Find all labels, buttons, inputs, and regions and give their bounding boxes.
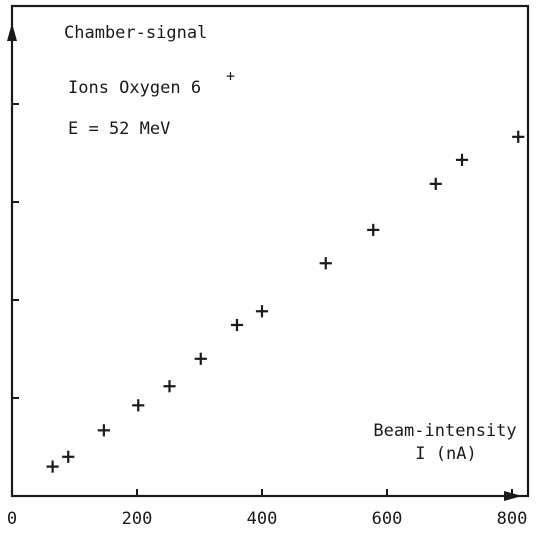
axis-ticks <box>12 103 513 496</box>
data-point-11 <box>455 153 469 166</box>
y-axis-arrow-icon <box>7 23 17 41</box>
data-point-5 <box>194 352 207 365</box>
plot-frame <box>10 4 530 498</box>
data-point-2 <box>97 424 110 437</box>
annotation-energy: E = 52 MeV <box>68 119 170 139</box>
data-point-4 <box>163 380 176 393</box>
x-axis-label-line2: I (nA) <box>415 444 476 464</box>
data-point-10 <box>429 177 442 190</box>
annotation-ions: Ions Oxygen 6 <box>68 78 201 98</box>
data-point-3 <box>132 399 145 412</box>
data-point-8 <box>319 257 332 270</box>
x-tick-label-2: 400 <box>247 509 278 529</box>
data-point-12 <box>512 130 525 143</box>
data-point-0 <box>46 460 59 473</box>
x-tick-label-1: 200 <box>122 509 153 529</box>
data-point-1 <box>62 450 75 463</box>
annotation-charge-sign: + <box>226 67 235 85</box>
data-points <box>46 130 525 473</box>
x-axis-label-line1: Beam-intensity <box>373 421 516 441</box>
data-point-6 <box>230 318 244 332</box>
chart-title: Chamber-signal <box>64 23 207 43</box>
x-tick-label-0: 0 <box>7 509 17 529</box>
data-point-9 <box>367 223 380 237</box>
x-tick-labels: 0 200 400 600 800 <box>7 509 527 529</box>
x-tick-label-4: 800 <box>497 509 528 529</box>
data-point-7 <box>255 305 269 318</box>
x-tick-label-3: 600 <box>372 509 403 529</box>
